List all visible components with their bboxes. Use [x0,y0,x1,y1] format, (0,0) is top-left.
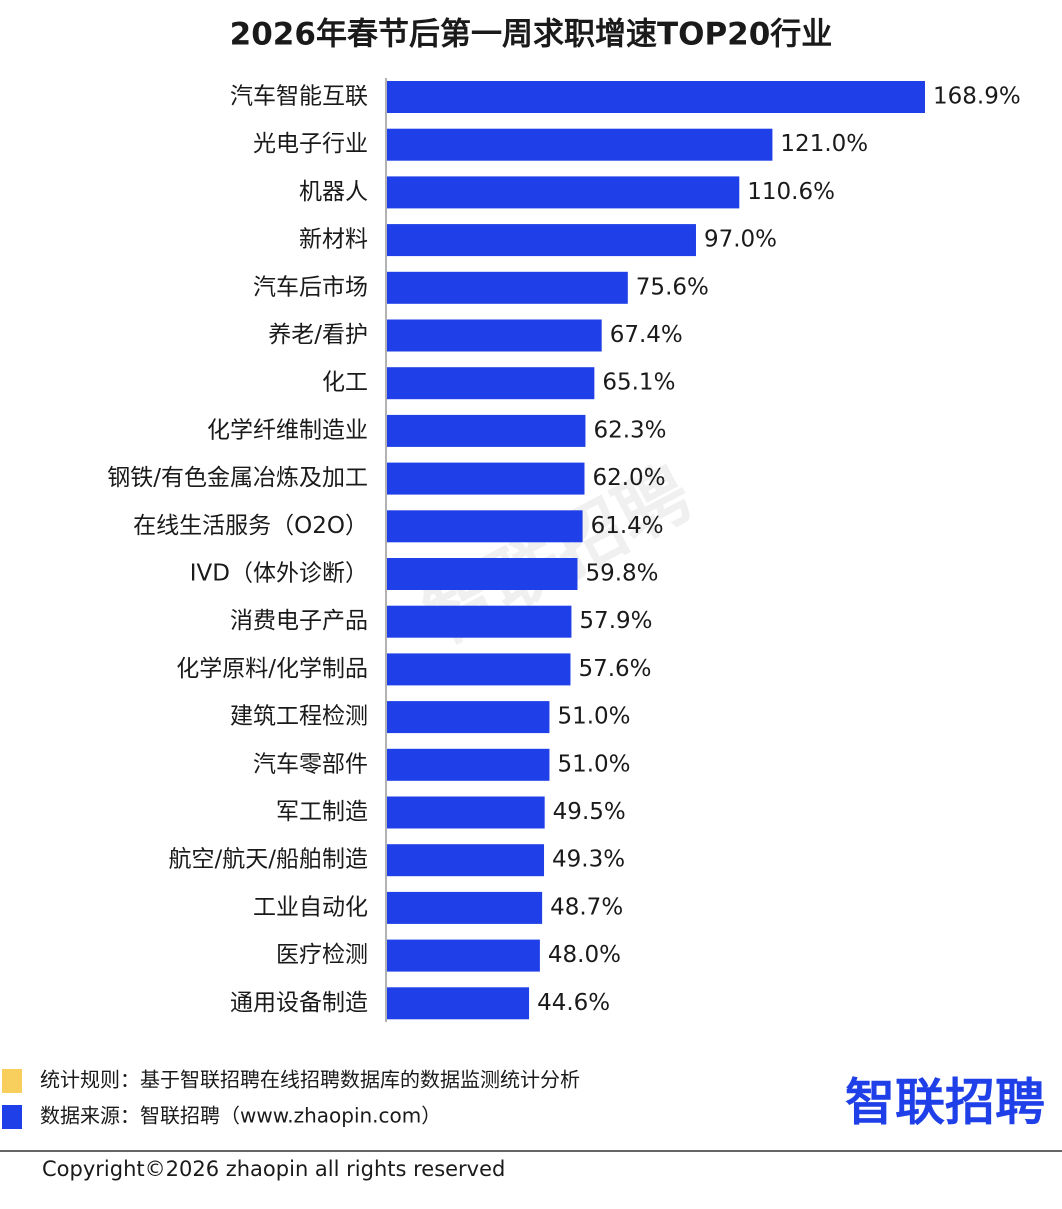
copyright: Copyright©2026 zhaopin all rights reserv… [42,1157,505,1181]
note: 统计规则：基于智联招聘在线招聘数据库的数据监测统计分析 [40,1068,580,1092]
value-label: 168.9% [933,84,1021,110]
value-label: 57.6% [578,656,651,682]
category-label: 机器人 [299,179,368,205]
category-label: 航空/航天/船舶制造 [169,847,369,873]
category-label: 消费电子产品 [230,608,368,634]
value-label: 51.0% [557,704,630,730]
category-label: 养老/看护 [268,322,368,348]
value-label: 75.6% [636,274,709,300]
bar [387,891,543,924]
bar [387,558,578,590]
legend-swatch [2,1105,22,1129]
category-label: 建筑工程检测 [230,704,368,730]
bar [387,224,696,257]
category-label: 化学原料/化学制品 [176,656,368,682]
value-label: 49.5% [553,799,626,825]
category-label: 汽车零部件 [253,751,368,777]
bar [387,796,545,829]
category-label: 汽车后市场 [253,274,368,300]
value-label: 49.3% [552,847,625,873]
bar [387,653,571,686]
value-label: 61.4% [591,513,664,539]
value-label: 44.6% [537,990,610,1016]
bar [387,510,583,543]
bar [387,701,550,734]
bar [387,319,602,352]
bar [387,81,925,113]
value-label: 62.3% [593,417,666,443]
legend-swatch [2,1069,22,1093]
value-label: 62.0% [592,465,665,491]
bar [387,271,628,304]
category-label: 在线生活服务（O2O） [133,513,368,539]
value-label: 48.7% [550,894,623,920]
bar [387,176,740,209]
bar [387,462,585,495]
value-label: 57.9% [579,608,652,634]
chart-title: 2026年春节后第一周求职增速TOP20行业 [230,17,833,53]
bar [387,748,550,781]
value-label: 51.0% [557,751,630,777]
category-label: 工业自动化 [253,894,368,920]
category-label: 化学纤维制造业 [207,417,368,443]
bar [387,367,595,400]
bar [387,128,773,161]
category-label: 汽车智能互联 [230,84,368,110]
value-label: 65.1% [602,370,675,396]
bar [387,605,572,638]
category-label: 化工 [322,370,368,396]
value-label: 110.6% [747,179,835,205]
bar [387,987,530,1020]
bar [387,414,586,447]
category-label: IVD（体外诊断） [190,561,368,587]
value-label: 97.0% [704,227,777,253]
bar [387,844,545,877]
category-label: 钢铁/有色金属冶炼及加工 [107,465,368,491]
value-label: 67.4% [610,322,683,348]
value-label: 121.0% [780,131,868,157]
category-label: 通用设备制造 [230,990,368,1016]
logo: 智联招聘 [845,1074,1045,1132]
category-label: 军工制造 [276,799,368,825]
category-label: 光电子行业 [253,131,368,157]
value-label: 59.8% [585,561,658,587]
category-label: 新材料 [299,227,368,253]
bar [387,939,540,972]
value-label: 48.0% [548,942,621,968]
category-label: 医疗检测 [276,942,368,968]
note: 数据来源：智联招聘（www.zhaopin.com） [40,1104,441,1128]
